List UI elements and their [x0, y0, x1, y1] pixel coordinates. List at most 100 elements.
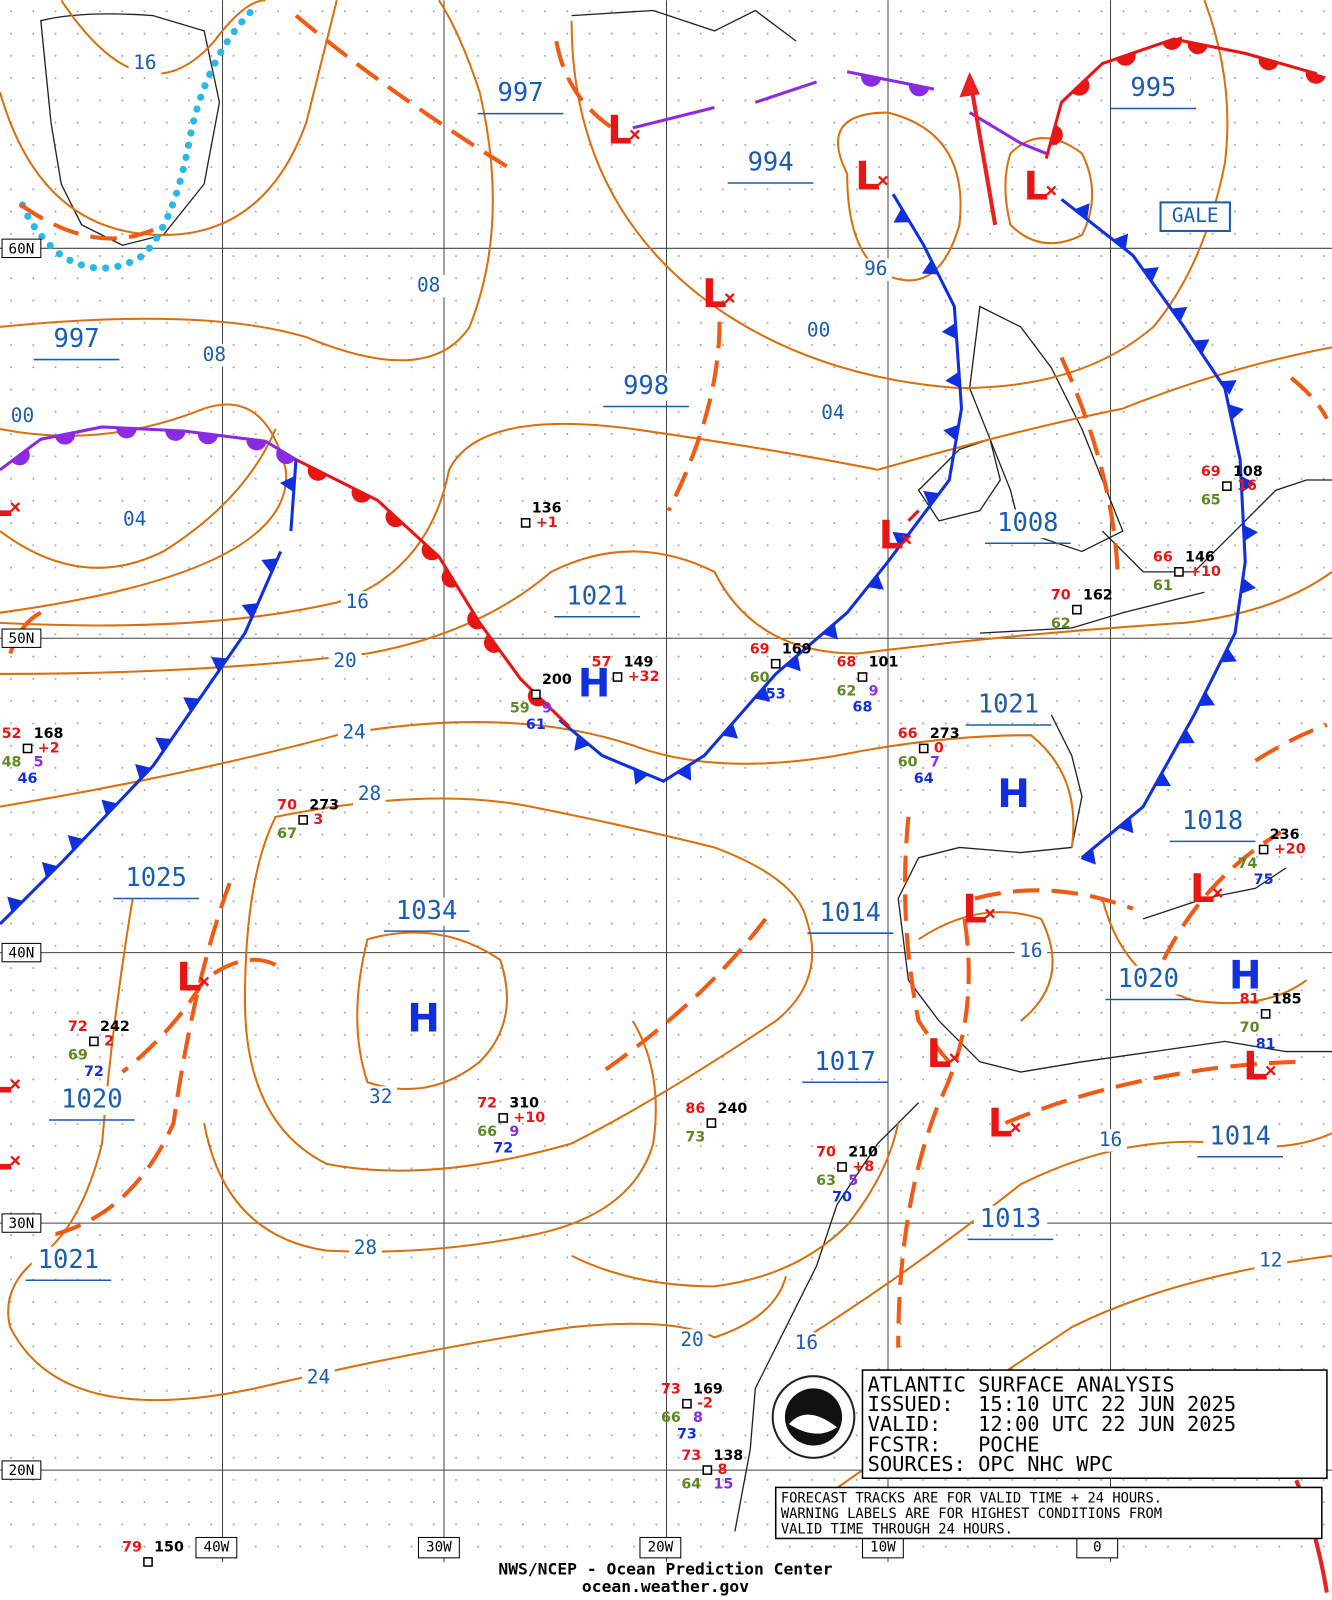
station-value: 185: [1272, 992, 1302, 1008]
station-value: 60: [898, 755, 918, 771]
isobar-label-bg: [6, 405, 39, 428]
high-center: H: [997, 772, 1029, 817]
isobar-label: 28: [358, 782, 381, 805]
front-pip: [1071, 78, 1090, 96]
station-value: 63: [816, 1173, 836, 1189]
front-pip: [1228, 404, 1244, 421]
low-cross: ×: [948, 1046, 960, 1070]
station-value: 62: [1051, 616, 1071, 632]
front-pip: [135, 764, 152, 780]
station-value: 2: [104, 1033, 114, 1049]
front-pip: [1240, 577, 1256, 595]
pressure-label: 995: [1130, 73, 1176, 103]
station-value: 200: [542, 672, 572, 688]
front-pip: [921, 259, 939, 275]
isobar-label: 08: [203, 343, 226, 366]
station-marker: [498, 1113, 509, 1123]
station-value: 69: [68, 1048, 88, 1064]
low-cross: ×: [900, 527, 912, 551]
high-center: H: [407, 996, 439, 1041]
lat-box: [1, 1213, 42, 1233]
pressure-label-bg: [1111, 965, 1186, 995]
station-value: 68: [853, 700, 873, 716]
isobar-label: 24: [307, 1366, 330, 1389]
station-marker: [143, 1557, 153, 1567]
station-value: +10: [1189, 564, 1221, 580]
track-arrow: [967, 76, 998, 226]
isobar-label-bg: [118, 508, 152, 532]
isobar-label-bg: [337, 721, 371, 745]
isobar-label-bg: [198, 344, 231, 367]
front-pip: [165, 430, 186, 441]
front-line: [886, 193, 964, 563]
front-pip: [246, 438, 267, 451]
front-pip: [211, 656, 228, 672]
footer-url: ocean.weather.gov: [582, 1577, 749, 1596]
pressure-label-bg: [119, 864, 193, 894]
low-center: L: [1190, 867, 1215, 912]
station-value: 210: [848, 1145, 878, 1161]
station-value: 69: [1201, 464, 1221, 480]
high-center: H: [1229, 954, 1261, 999]
isobar-label: 32: [369, 1085, 392, 1108]
lat-label: 50N: [9, 631, 35, 647]
low-center: L: [1243, 1044, 1268, 1089]
station-value: 70: [832, 1190, 852, 1206]
isobar-label: 28: [354, 1236, 377, 1259]
station-value: 72: [477, 1096, 497, 1112]
isobar-label-bg: [802, 319, 835, 343]
low-cross: ×: [1009, 1115, 1021, 1139]
station-value: 9: [542, 701, 552, 717]
station-marker: [1174, 567, 1184, 577]
front-pip: [307, 465, 328, 481]
station-value: 69: [750, 641, 770, 657]
station-value: 108: [1233, 464, 1263, 480]
front-pip: [197, 432, 219, 445]
station-value: 79: [122, 1540, 142, 1556]
front-pip: [11, 448, 30, 466]
isobar-label: 20: [680, 1328, 703, 1351]
pressure-label: 1017: [814, 1047, 875, 1077]
station-value: 86: [685, 1101, 705, 1117]
station-value: 138: [713, 1448, 743, 1464]
station-value: 146: [1185, 550, 1215, 566]
station-value: 74: [1238, 856, 1258, 872]
station-value: 9: [869, 683, 879, 699]
front-pip: [1220, 647, 1237, 663]
isobar-label-bg: [675, 1329, 709, 1352]
pressure-label-bg: [389, 897, 464, 927]
station-value: 81: [1256, 1036, 1276, 1052]
station-value: 169: [693, 1381, 723, 1397]
front-pip: [1162, 36, 1183, 50]
front-pip: [1220, 380, 1237, 395]
low-cross: ×: [1212, 880, 1224, 904]
station-value: 52: [2, 726, 22, 742]
isobar-label: 04: [821, 401, 844, 424]
pressure-label: 1025: [125, 863, 186, 893]
station-value: 8: [718, 1462, 728, 1478]
isobar-label: 08: [417, 274, 440, 297]
pressure-label-bg: [813, 899, 887, 929]
low-cross: ×: [984, 901, 996, 925]
troughs: [8, 14, 1329, 1348]
lon-box: [195, 1536, 238, 1559]
station-value: 242: [100, 1019, 130, 1035]
lon-label: 10W: [870, 1540, 896, 1556]
front-pip: [385, 510, 404, 528]
station-value: +20: [1274, 842, 1306, 858]
station-value: 64: [914, 771, 934, 787]
front-pip: [633, 768, 649, 785]
station-value: 72: [493, 1141, 513, 1157]
front-pip: [183, 697, 200, 713]
front-pip: [945, 371, 961, 388]
front-pip: [943, 424, 959, 441]
front-line: [0, 425, 297, 472]
station-value: 273: [930, 726, 960, 742]
front-pip: [54, 432, 76, 445]
pressure-label: 1034: [396, 896, 457, 926]
pressure-label-bg: [733, 149, 808, 178]
low-cross: ×: [629, 122, 641, 146]
front-line: [754, 80, 818, 104]
front-pip: [754, 686, 771, 702]
front-pip: [101, 799, 118, 816]
